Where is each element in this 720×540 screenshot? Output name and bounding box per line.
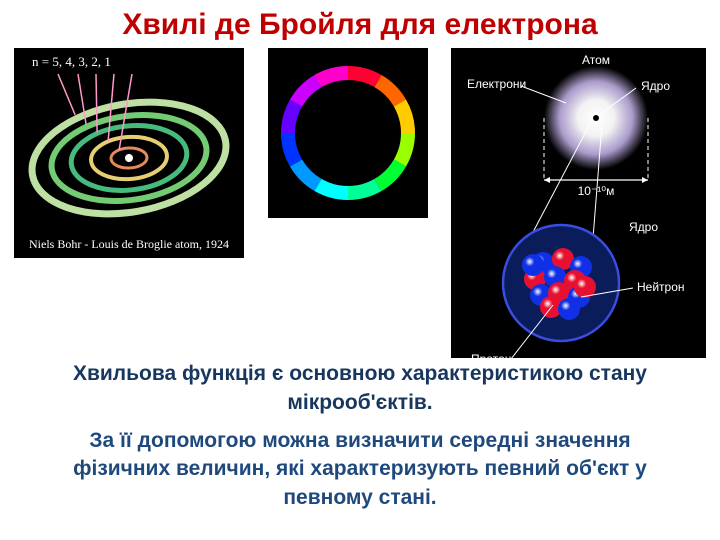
svg-text:n = 5, 4, 3, 2, 1: n = 5, 4, 3, 2, 1: [32, 54, 111, 69]
svg-text:Атом: Атом: [582, 53, 610, 67]
svg-text:Протон: Протон: [471, 352, 511, 358]
svg-text:Niels Bohr - Louis de Broglie: Niels Bohr - Louis de Broglie atom, 1924: [29, 237, 229, 251]
paragraph-2: За її допомогою можна визначити середні …: [40, 427, 680, 512]
fig-rainbow-ring: [268, 48, 428, 218]
body-text: Хвильова функція є основною характеристи…: [0, 360, 720, 512]
svg-text:Ядро: Ядро: [641, 79, 670, 93]
svg-text:Нейтрон: Нейтрон: [637, 280, 685, 294]
paragraph-1: Хвильова функція є основною характеристи…: [40, 360, 680, 417]
fig-bohr-debroglie: n = 5, 4, 3, 2, 1 Niels Bohr - Louis de B…: [14, 48, 244, 258]
fig-atom-structure: АтомЕлектрониЯдро10⁻¹⁰мЯдроНейтронПротон: [451, 48, 706, 358]
figures-row: n = 5, 4, 3, 2, 1 Niels Bohr - Louis de B…: [0, 48, 720, 358]
svg-text:Електрони: Електрони: [467, 77, 526, 91]
svg-text:Ядро: Ядро: [629, 220, 658, 234]
page-title: Хвилі де Бройля для електрона: [0, 0, 720, 48]
